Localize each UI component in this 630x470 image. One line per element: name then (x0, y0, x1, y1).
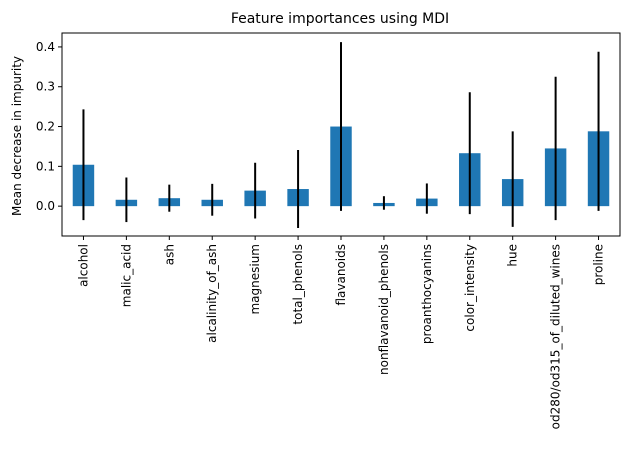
x-tick-label: ash (162, 244, 176, 265)
y-tick-label: 0.1 (36, 159, 55, 173)
y-tick-label: 0.2 (36, 120, 55, 134)
x-tick-label: alcohol (76, 244, 90, 287)
x-tick-label: flavanoids (334, 244, 348, 306)
x-tick-label: total_phenols (291, 244, 305, 325)
y-tick-label: 0.4 (36, 40, 55, 54)
chart-title: Feature importances using MDI (231, 11, 449, 27)
y-tick-label: 0.0 (36, 199, 55, 213)
x-tick-label: od280/od315_of_diluted_wines (549, 244, 563, 429)
x-tick-label: malic_acid (119, 244, 133, 307)
y-axis-label: Mean decrease in impurity (10, 56, 24, 216)
x-tick-label: nonflavanoid_phenols (377, 244, 391, 375)
x-tick-label: proline (592, 244, 606, 285)
y-tick-label: 0.3 (36, 80, 55, 94)
x-tick-label: color_intensity (463, 244, 477, 332)
plot-area: 0.0 0.1 0.2 0.3 0.4 alcohol malic_acid ash alcal… (36, 32, 621, 429)
x-tick-label: proanthocyanins (420, 244, 434, 344)
x-tick-label: alcalinity_of_ash (205, 244, 219, 343)
x-tick-label: hue (506, 244, 520, 267)
x-tick-label: magnesium (248, 244, 262, 315)
